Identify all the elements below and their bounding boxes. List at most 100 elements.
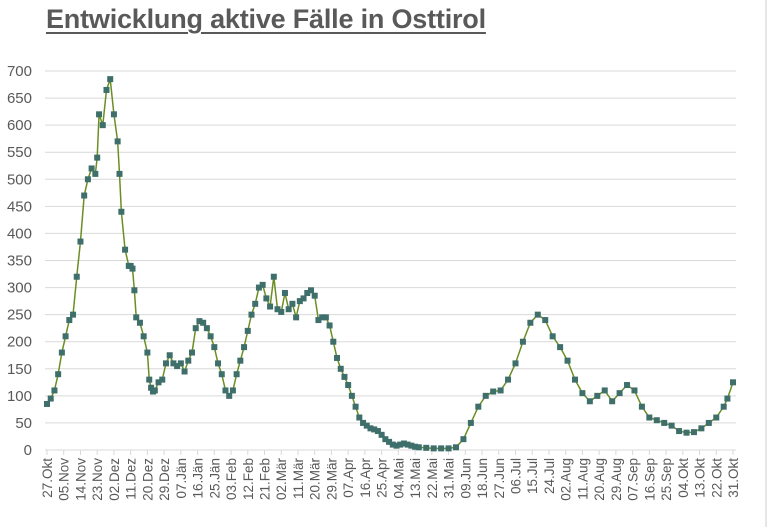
data-point-marker	[307, 287, 314, 294]
x-tick-label: 31.Mai	[442, 458, 457, 499]
data-point-marker	[352, 403, 359, 410]
data-point-marker	[624, 382, 631, 389]
data-point-marker	[661, 419, 668, 426]
data-point-marker	[116, 170, 123, 177]
data-point-marker	[218, 371, 225, 378]
data-point-marker	[374, 428, 381, 435]
data-point-marker	[51, 387, 58, 394]
data-point-marker	[367, 425, 374, 432]
data-point-marker	[47, 395, 54, 402]
data-point-marker	[96, 111, 103, 118]
data-point-marker	[296, 298, 303, 305]
data-point-marker	[270, 273, 277, 280]
data-point-marker	[285, 306, 292, 313]
data-point-marker	[337, 365, 344, 372]
y-tick-label: 500	[7, 171, 32, 188]
data-point-marker	[267, 303, 274, 310]
x-tick-label: 02.Dez	[107, 458, 122, 501]
data-point-marker	[527, 319, 534, 326]
data-point-marker	[146, 376, 153, 383]
data-series	[44, 76, 736, 452]
x-tick-label: 20.Mär	[308, 458, 323, 501]
x-tick-label: 27.Okt	[40, 458, 55, 498]
data-point-marker	[512, 360, 519, 367]
data-point-marker	[334, 354, 341, 361]
data-point-marker	[81, 192, 88, 199]
data-point-marker	[278, 308, 285, 315]
data-point-marker	[166, 352, 173, 359]
data-point-marker	[690, 429, 697, 436]
data-point-marker	[430, 445, 437, 452]
x-tick-label: 25.Apr	[375, 458, 390, 498]
y-tick-label: 50	[15, 415, 32, 432]
data-point-marker	[94, 154, 101, 161]
y-tick-label: 550	[7, 144, 32, 161]
data-point-marker	[445, 445, 452, 452]
y-tick-label: 700	[7, 63, 32, 80]
data-point-marker	[408, 442, 415, 449]
data-point-marker	[475, 403, 482, 410]
data-point-marker	[237, 357, 244, 364]
data-point-marker	[720, 403, 727, 410]
data-point-marker	[389, 441, 396, 448]
data-point-marker	[274, 306, 281, 313]
data-point-marker	[207, 333, 214, 340]
data-point-marker	[386, 438, 393, 445]
x-tick-label: 23.Nov	[90, 458, 105, 501]
data-point-marker	[452, 444, 459, 451]
x-tick-label: 25.Jän	[207, 458, 222, 499]
x-tick-label: 06.Jul	[508, 458, 523, 494]
data-point-marker	[304, 289, 311, 296]
data-point-marker	[133, 314, 140, 321]
x-tick-label: 24.Jul	[542, 458, 557, 494]
y-tick-label: 400	[7, 225, 32, 242]
data-point-marker	[215, 360, 222, 367]
data-point-marker	[77, 238, 84, 245]
x-tick-label: 20.Aug	[592, 458, 607, 501]
data-point-marker	[293, 314, 300, 321]
x-tick-label: 29.Aug	[609, 458, 624, 501]
data-point-marker	[177, 360, 184, 367]
data-point-marker	[505, 376, 512, 383]
data-point-marker	[281, 289, 288, 296]
x-tick-label: 27.Jun	[492, 458, 507, 499]
data-point-marker	[66, 317, 73, 324]
data-point-marker	[289, 300, 296, 307]
data-point-marker	[315, 317, 322, 324]
data-point-marker	[103, 86, 110, 93]
data-point-marker	[542, 317, 549, 324]
data-point-marker	[579, 390, 586, 397]
data-point-marker	[159, 376, 166, 383]
data-point-marker	[259, 281, 266, 288]
data-point-marker	[118, 208, 125, 215]
data-point-marker	[136, 319, 143, 326]
data-point-marker	[594, 392, 601, 399]
y-tick-label: 650	[7, 90, 32, 107]
data-point-marker	[360, 419, 367, 426]
x-tick-label: 09.Jun	[458, 458, 473, 499]
data-point-marker	[73, 273, 80, 280]
x-tick-label: 03.Feb	[224, 458, 239, 500]
data-point-marker	[616, 390, 623, 397]
x-tick-label: 12.Feb	[241, 458, 256, 500]
data-point-marker	[44, 400, 50, 407]
data-point-marker	[631, 387, 638, 394]
data-point-marker	[638, 403, 645, 410]
data-point-marker	[460, 436, 467, 443]
x-tick-label: 21.Feb	[258, 458, 273, 500]
y-tick-label: 250	[7, 307, 32, 324]
x-tick-label: 07.Sep	[626, 458, 641, 501]
x-tick-label: 16.Apr	[358, 458, 373, 498]
data-point-marker	[467, 419, 474, 426]
data-point-marker	[88, 165, 95, 172]
x-tick-label: 04.Okt	[676, 458, 691, 498]
x-tick-label: 07.Jän	[174, 458, 189, 499]
data-point-marker	[252, 300, 259, 307]
data-point-marker	[200, 319, 207, 326]
data-point-marker	[730, 379, 736, 386]
data-point-marker	[571, 376, 578, 383]
data-point-marker	[192, 325, 199, 332]
x-tick-label: 16.Sep	[642, 458, 657, 501]
data-point-marker	[519, 338, 526, 345]
